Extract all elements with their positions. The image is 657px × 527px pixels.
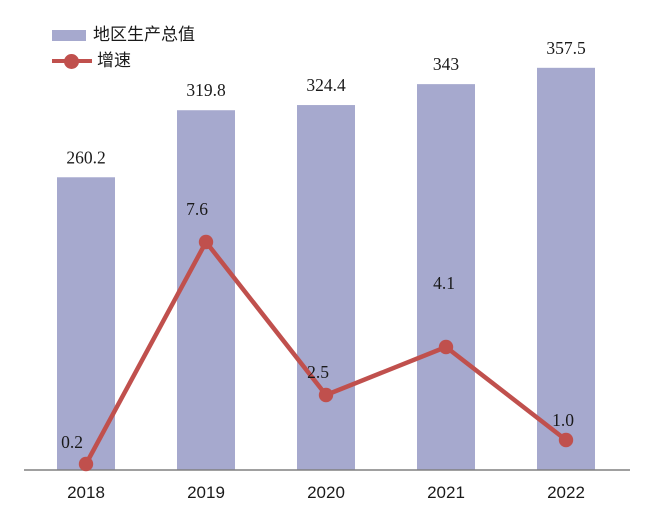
bar-2022 <box>537 67 595 470</box>
line-point-2020 <box>318 387 334 403</box>
bar-2018 <box>57 177 115 470</box>
legend-label-growth: 增速 <box>97 51 131 70</box>
x-axis-label: 2018 <box>67 483 105 502</box>
line-series-swatch-icon <box>52 53 92 69</box>
x-axis-label: 2019 <box>187 483 225 502</box>
line-value-label: 1.0 <box>552 410 574 430</box>
x-axis-label: 2022 <box>547 483 585 502</box>
x-axis-label: 2020 <box>307 483 345 502</box>
line-point-2021 <box>438 339 454 355</box>
line-value-label: 0.2 <box>61 432 83 452</box>
line-marker-icon <box>64 53 79 69</box>
bar-value-label: 343 <box>433 54 460 74</box>
bar-value-label: 324.4 <box>306 75 346 95</box>
line-value-label: 4.1 <box>433 273 455 293</box>
bar-series-swatch-icon <box>52 29 86 41</box>
bar-value-label: 319.8 <box>186 80 226 100</box>
line-point-2019 <box>198 234 214 250</box>
bar-value-label: 357.5 <box>546 38 586 58</box>
x-axis-label: 2021 <box>427 483 465 502</box>
legend-item-growth: 增速 <box>52 50 195 72</box>
legend-item-gdp: 地区生产总值 <box>52 24 195 46</box>
legend-label-gdp: 地区生产总值 <box>93 25 195 44</box>
bar-2020 <box>297 105 355 471</box>
bar-value-label: 260.2 <box>66 147 105 167</box>
line-point-2022 <box>558 432 574 448</box>
line-point-2018 <box>78 456 94 472</box>
bar-2021 <box>417 84 475 470</box>
chart-legend: 地区生产总值 增速 <box>52 24 195 76</box>
bar-2019 <box>177 110 235 470</box>
line-value-label: 7.6 <box>186 199 208 219</box>
line-value-label: 2.5 <box>307 362 329 382</box>
